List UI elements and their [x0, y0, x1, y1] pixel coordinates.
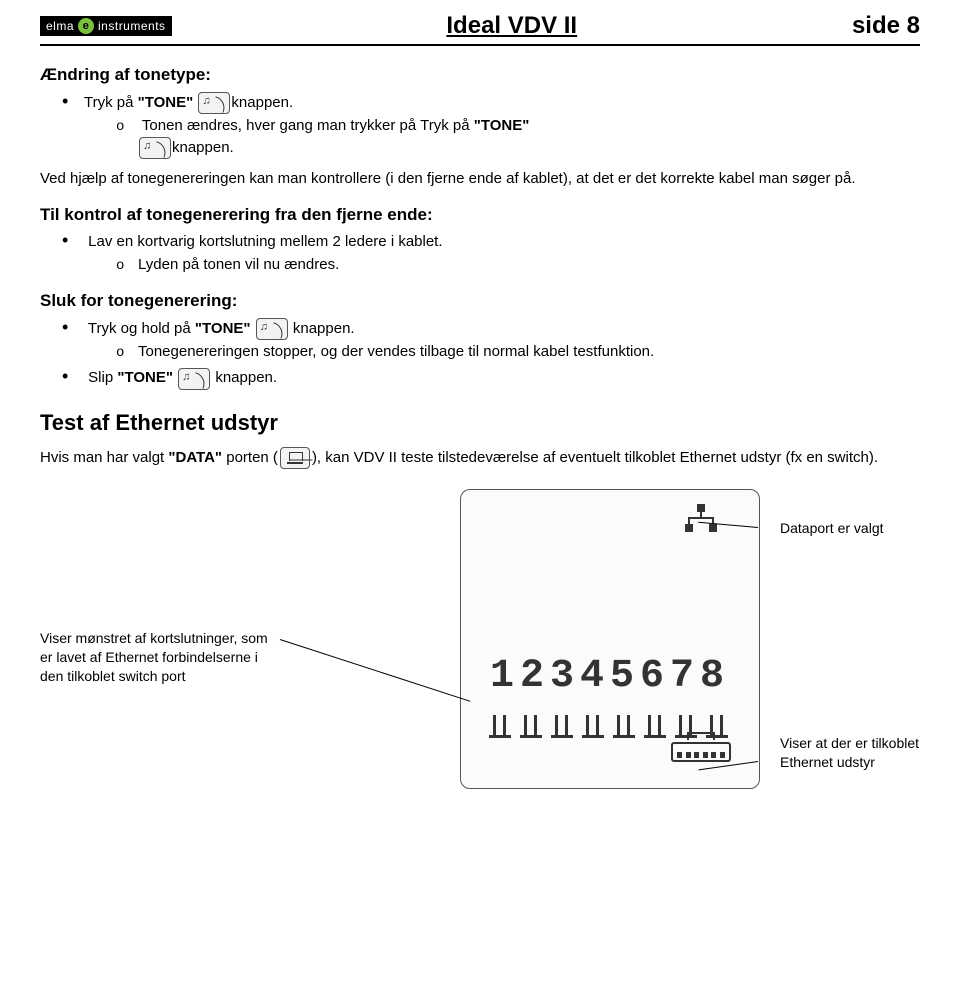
sub-list: Lyden på tonen vil nu ændres. [84, 255, 920, 276]
text-bold: "TONE" [117, 369, 173, 386]
bullet-list: Tryk på "TONE" knappen. Tonen ændres, hv… [40, 89, 920, 159]
tone-button-icon [139, 137, 171, 159]
logo-swirl-icon: e [78, 18, 94, 34]
text: Tryk og hold på [88, 320, 195, 337]
paragraph: Ved hjælp af tonegenereringen kan man ko… [40, 169, 920, 189]
text: knappen. [211, 369, 277, 386]
section-heading-tonetype: Ændring af tonetype: [40, 64, 920, 87]
lcd-bar [582, 700, 604, 738]
bullet-list: Tryk og hold på "TONE" knappen. Tonegene… [40, 315, 920, 390]
lcd-bar [489, 700, 511, 738]
lcd-digits: 12345678 [461, 650, 759, 704]
paragraph: Hvis man har valgt "DATA" porten ( ), kan… [40, 447, 920, 469]
callout-right-top: Dataport er valgt [780, 519, 884, 538]
list-item: Tryk og hold på "TONE" knappen. Tonegene… [84, 315, 920, 363]
bullet-list: Lav en kortvarig kortslutning mellem 2 l… [40, 228, 920, 275]
list-item: Slip "TONE" knappen. [84, 364, 920, 389]
tone-button-icon [198, 92, 230, 114]
logo-text-right: instruments [98, 18, 166, 34]
section-heading-turnoff: Sluk for tonegenerering: [40, 290, 920, 313]
lcd-bar [520, 700, 542, 738]
callout-right-bottom: Viser at der er tilkoblet Ethernet udsty… [780, 734, 920, 772]
text-bold: "TONE" [474, 117, 530, 134]
lcd-diagram: 12345678 Viser mønstret af k [40, 489, 920, 809]
text: ), kan VDV II teste tilstedeværelse af e… [312, 449, 878, 466]
lcd-bar [613, 700, 635, 738]
lcd-bar [644, 700, 666, 738]
brand-logo: elma e instruments [40, 16, 172, 36]
list-item: Tonen ændres, hver gang man trykker på T… [138, 116, 920, 159]
list-item: Tryk på "TONE" knappen. Tonen ændres, hv… [84, 89, 920, 159]
text: knappen. [172, 139, 234, 156]
text: Hvis man har valgt [40, 449, 168, 466]
sub-list: Tonegenereringen stopper, og der vendes … [84, 342, 920, 363]
text-bold: "DATA" [168, 449, 222, 466]
text: knappen. [231, 94, 293, 111]
page-header: elma e instruments Ideal VDV II side 8 [40, 10, 920, 46]
text-bold: "TONE" [195, 320, 251, 337]
tone-button-icon [256, 318, 288, 340]
data-port-icon [280, 447, 310, 469]
text: Tryk på [84, 94, 138, 111]
list-item: Lav en kortvarig kortslutning mellem 2 l… [84, 228, 920, 275]
switch-icon [671, 742, 731, 776]
network-icon [683, 504, 719, 532]
lcd-bar [551, 700, 573, 738]
text: Tonen ændres, hver gang man trykker på T… [142, 117, 474, 134]
text: Slip [88, 369, 117, 386]
lcd-screen: 12345678 [460, 489, 760, 789]
leader-line [280, 639, 471, 702]
list-item: Tonegenereringen stopper, og der vendes … [138, 342, 920, 363]
text: Lav en kortvarig kortslutning mellem 2 l… [88, 233, 442, 250]
tone-button-icon [178, 368, 210, 390]
section-heading-control: Til kontrol af tonegenerering fra den fj… [40, 204, 920, 227]
sub-list: Tonen ændres, hver gang man trykker på T… [84, 116, 920, 159]
callout-left: Viser mønstret af kortslutninger, som er… [40, 629, 280, 686]
text: knappen. [289, 320, 355, 337]
page-container: elma e instruments Ideal VDV II side 8 Æ… [0, 0, 960, 829]
text: porten ( [222, 449, 278, 466]
text-bold: "TONE" [138, 94, 194, 111]
section-heading-ethernet: Test af Ethernet udstyr [40, 408, 920, 438]
list-item: Lyden på tonen vil nu ændres. [138, 255, 920, 276]
logo-text-left: elma [46, 18, 74, 34]
page-number: side 8 [852, 10, 920, 42]
document-title: Ideal VDV II [172, 10, 852, 42]
